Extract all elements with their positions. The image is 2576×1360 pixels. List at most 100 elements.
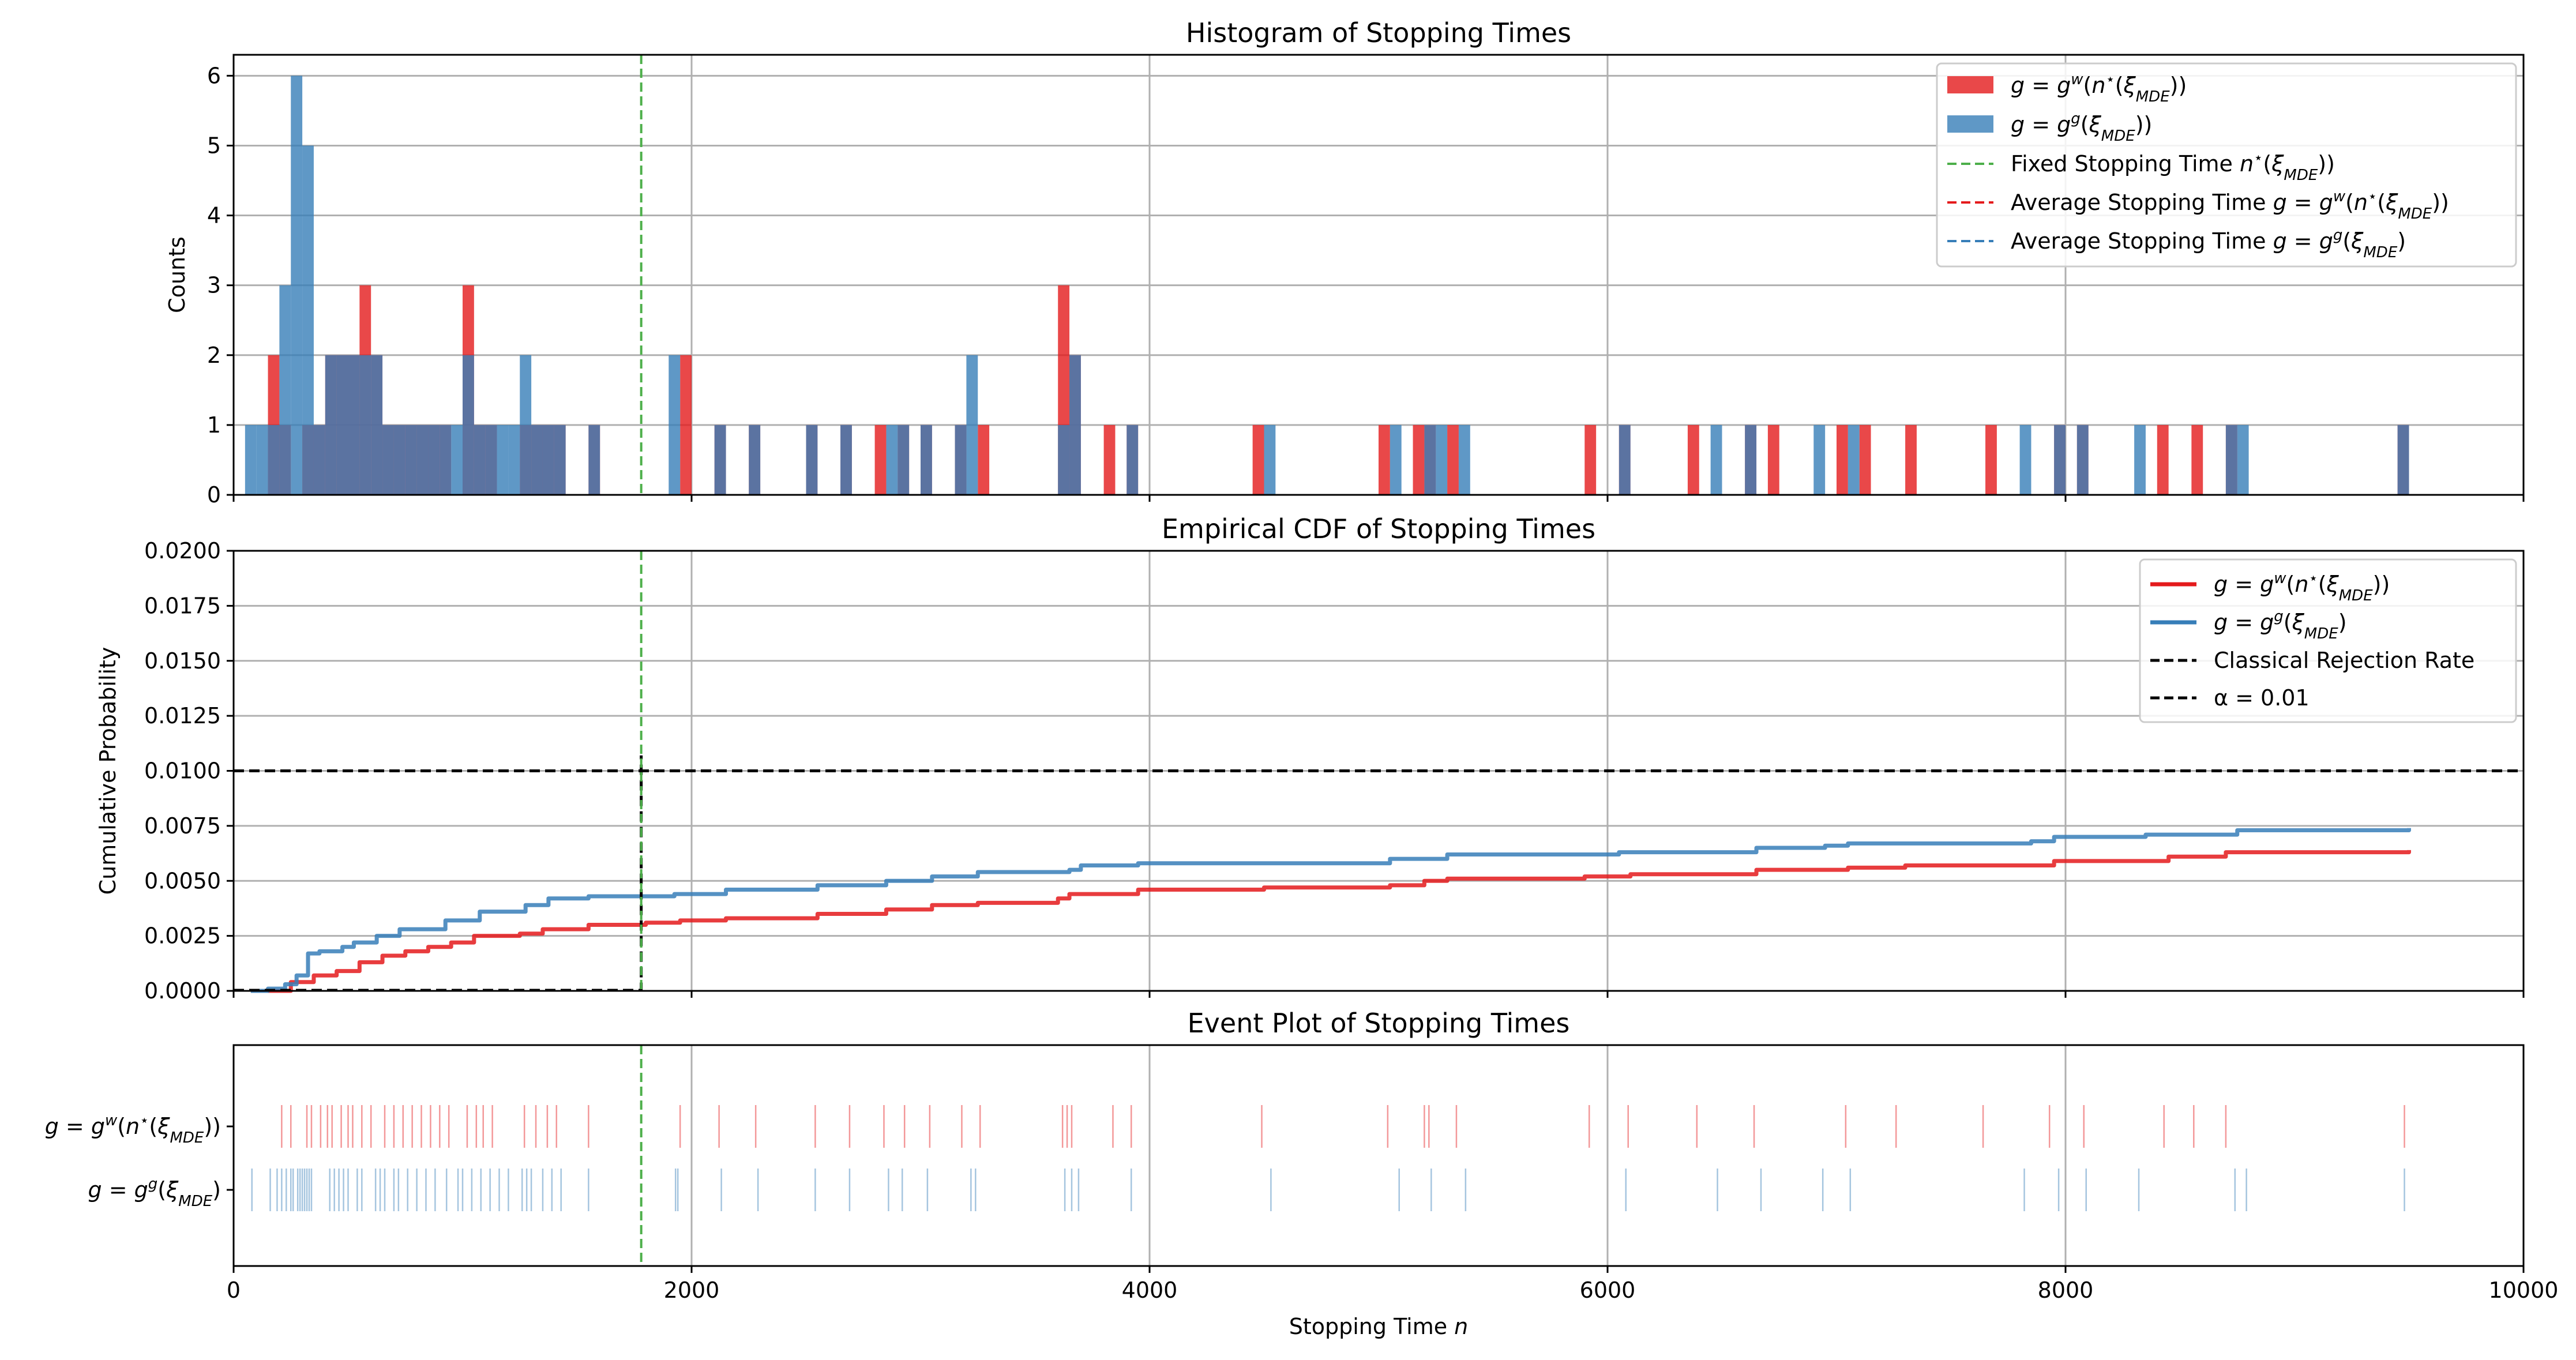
x-tick-label: 0 [227, 1278, 241, 1303]
histogram-bar [371, 355, 383, 495]
histogram-bar [268, 424, 280, 495]
histogram-legend: g = gw(n⋆(ξMDE)) g = gg(ξMDE)) Fixed Stopp… [1936, 62, 2517, 268]
histogram-bar [588, 424, 600, 495]
event-frame [232, 1044, 2525, 1267]
histogram-bar [2134, 424, 2146, 495]
histogram-bar [508, 424, 520, 495]
x-tick-label: 6000 [1580, 1278, 1636, 1303]
histogram-bar [531, 424, 543, 495]
y-tick-label: 5 [207, 133, 221, 158]
histogram-bar [1379, 424, 1390, 495]
histogram-bar [279, 285, 291, 495]
legend-swatch [1947, 76, 1993, 93]
histogram-bar [1413, 424, 1425, 495]
y-tick-label: 1 [207, 412, 221, 438]
histogram-bar [463, 355, 474, 495]
histogram-bar [2157, 424, 2169, 495]
histogram-bar [955, 424, 967, 495]
x-tick-label: 10000 [2489, 1278, 2559, 1303]
histogram-bar [1847, 424, 1860, 495]
histogram-bar [416, 424, 429, 495]
legend-label: g = gw(n⋆(ξMDE)) [2214, 570, 2390, 604]
legend-label: Classical Rejection Rate [2214, 648, 2474, 673]
histogram-bar [1813, 424, 1826, 495]
cdf-ylabel: Cumulative Probability [95, 647, 121, 895]
histogram-bar [1436, 424, 1448, 495]
y-tick-label: 0.0175 [144, 593, 221, 618]
cdf-legend: g = gw(n⋆(ξMDE)) g = gg(ξMDE) Classical Re… [2139, 558, 2517, 723]
legend-box [1936, 62, 2517, 268]
histogram-bar [325, 355, 337, 495]
event-xlabel: Stopping Time n [1289, 1314, 1469, 1339]
histogram-bar [359, 355, 371, 495]
histogram-bar [291, 76, 303, 495]
histogram-bar [2225, 424, 2237, 495]
histogram-bar [313, 424, 325, 495]
x-tick-label: 8000 [2038, 1278, 2094, 1303]
y-tick-label: 3 [207, 273, 221, 298]
histogram-bar [1837, 424, 1848, 495]
y-tick-label: 0.0100 [144, 758, 221, 784]
histogram-frame [232, 54, 2525, 496]
histogram-bar [348, 355, 360, 495]
y-tick-label: g = gw(n⋆(ξMDE)) [45, 1112, 221, 1147]
histogram-bar [806, 424, 818, 495]
histogram-bar [1584, 424, 1597, 495]
histogram-bar [1390, 424, 1402, 495]
histogram-bar [669, 355, 681, 495]
histogram-bar [886, 424, 898, 495]
histogram-bar [451, 424, 463, 495]
histogram-bar [1424, 424, 1436, 495]
y-tick-label: 0.0025 [144, 923, 221, 949]
histogram-bar [840, 424, 852, 495]
histogram-bar [2237, 424, 2249, 495]
classical-rejection-line [234, 755, 643, 992]
y-tick-label: 2 [207, 343, 221, 368]
legend-label: g = gg(ξMDE) [2214, 608, 2347, 643]
legend-label: g = gg(ξMDE)) [2011, 110, 2152, 145]
histogram-bar [1126, 424, 1139, 495]
histogram-bar [1069, 355, 1081, 495]
histogram-bar [1745, 424, 1757, 495]
histogram-bar [393, 424, 405, 495]
histogram-bar [302, 145, 314, 495]
histogram-bar [1687, 424, 1699, 495]
histogram-bar [1767, 424, 1779, 495]
histogram-title: Histogram of Stopping Times [1186, 17, 1571, 48]
histogram-bar [2019, 424, 2031, 495]
histogram-bar [1619, 424, 1631, 495]
histogram-bar [2397, 424, 2409, 495]
histogram-bar [520, 355, 532, 495]
histogram-bar [1905, 424, 1917, 495]
histogram-bar [474, 424, 486, 495]
x-tick-label: 4000 [1122, 1278, 1178, 1303]
histogram-bar [1859, 424, 1871, 495]
cdf-title: Empirical CDF of Stopping Times [1162, 513, 1595, 544]
histogram-bar [256, 424, 268, 495]
legend-label: g = gw(n⋆(ξMDE)) [2011, 71, 2187, 106]
histogram-bar [1710, 424, 1722, 495]
histogram-bar [898, 424, 910, 495]
histogram-bar [554, 424, 566, 495]
histogram-bar [542, 424, 554, 495]
histogram-bar [382, 424, 394, 495]
histogram-bar [2191, 424, 2203, 495]
histogram-ylabel: Counts [164, 236, 190, 313]
histogram-bar [485, 424, 497, 495]
histogram-bar [245, 424, 257, 495]
y-tick-label: 4 [207, 203, 221, 228]
y-tick-label: 0.0075 [144, 813, 221, 839]
histogram-bar [749, 424, 761, 495]
histogram-bar [714, 424, 726, 495]
histogram-bar [1985, 424, 1997, 495]
histogram-bar [440, 424, 452, 495]
legend-swatch [1947, 115, 1993, 133]
y-tick-label: 6 [207, 63, 221, 88]
legend-box [2139, 558, 2517, 723]
histogram-bar [874, 424, 887, 495]
y-tick-label: 0.0050 [144, 868, 221, 893]
histogram-bar [978, 424, 990, 495]
histogram-bar [428, 424, 440, 495]
histogram-bar [1264, 424, 1276, 495]
histogram-bar [921, 424, 932, 495]
